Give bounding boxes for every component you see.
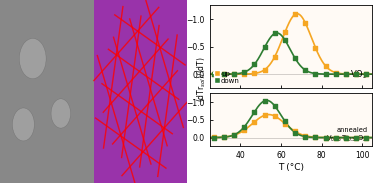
Point	[322, 73, 328, 76]
Point	[262, 46, 268, 49]
Text: annealed
V$_{0.65}$Ti$_{0.35}$O$_2$: annealed V$_{0.65}$Ti$_{0.35}$O$_2$	[326, 127, 367, 144]
Point	[282, 39, 288, 42]
Point	[241, 73, 247, 76]
Legend: up, down: up, down	[213, 70, 240, 84]
Point	[251, 72, 257, 75]
Point	[272, 104, 278, 107]
Point	[282, 122, 288, 125]
Point	[231, 133, 237, 136]
Point	[333, 73, 339, 76]
Point	[241, 71, 247, 74]
Point	[343, 136, 349, 139]
Point	[211, 73, 217, 76]
Ellipse shape	[12, 108, 34, 141]
Point	[221, 136, 227, 139]
Point	[262, 114, 268, 117]
Point	[302, 134, 308, 137]
Point	[231, 72, 237, 75]
Point	[363, 136, 369, 139]
Point	[343, 72, 349, 75]
Point	[272, 55, 278, 58]
Bar	[0, 0, 94, 183]
X-axis label: T (°C): T (°C)	[278, 163, 304, 172]
Point	[241, 125, 247, 128]
Point	[221, 136, 227, 139]
Point	[322, 136, 328, 139]
Point	[353, 136, 359, 139]
Point	[272, 32, 278, 35]
Bar	[94, 0, 187, 183]
Point	[282, 31, 288, 34]
Ellipse shape	[51, 99, 71, 128]
Point	[322, 136, 328, 139]
Text: VO$_2$: VO$_2$	[350, 69, 367, 81]
Point	[272, 115, 278, 118]
Ellipse shape	[19, 38, 46, 79]
Point	[262, 99, 268, 102]
Point	[312, 136, 318, 139]
Point	[322, 64, 328, 67]
Point	[211, 136, 217, 139]
Point	[251, 110, 257, 113]
Point	[251, 120, 257, 123]
Point	[363, 73, 369, 76]
Point	[221, 73, 227, 76]
Point	[343, 136, 349, 139]
Point	[211, 136, 217, 139]
Point	[292, 13, 298, 16]
Point	[251, 63, 257, 66]
Point	[211, 73, 217, 76]
Point	[363, 73, 369, 76]
Point	[343, 73, 349, 76]
Point	[241, 129, 247, 132]
Point	[292, 57, 298, 60]
Point	[231, 73, 237, 76]
Text: (dTr$_{sol}$)/(dT): (dTr$_{sol}$)/(dT)	[196, 56, 209, 102]
Point	[312, 136, 318, 139]
Point	[262, 68, 268, 71]
Point	[353, 73, 359, 76]
Point	[363, 136, 369, 139]
Point	[292, 130, 298, 133]
Point	[221, 73, 227, 76]
Point	[302, 69, 308, 72]
Point	[292, 131, 298, 134]
Point	[353, 136, 359, 139]
Point	[312, 72, 318, 75]
Point	[353, 73, 359, 76]
Point	[333, 71, 339, 74]
Point	[333, 136, 339, 139]
Point	[333, 136, 339, 139]
Point	[302, 135, 308, 138]
Point	[282, 120, 288, 123]
Point	[231, 134, 237, 137]
Point	[312, 46, 318, 49]
Point	[302, 21, 308, 24]
